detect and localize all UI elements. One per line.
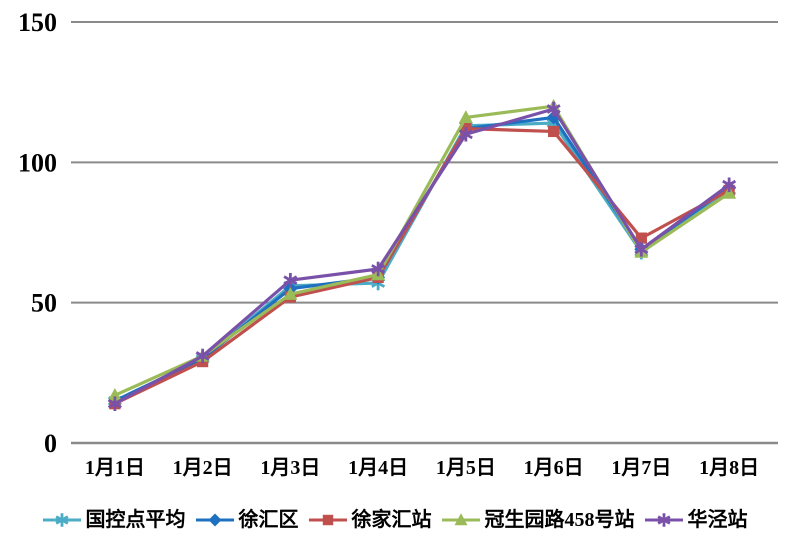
- y-tick-label: 100: [18, 148, 57, 177]
- data-point-square: [322, 514, 333, 526]
- data-point-asterisk: [546, 104, 561, 114]
- data-point-triangle: [107, 388, 122, 401]
- data-point-asterisk: [283, 275, 298, 286]
- x-tick-label: 1月2日: [173, 457, 233, 479]
- legend-label: 徐汇区: [238, 509, 299, 531]
- legend-item-4: 华泾站: [644, 510, 748, 530]
- x-tick-label: 1月3日: [260, 457, 320, 479]
- legend-marker-asterisk-icon: [644, 513, 683, 527]
- data-point-square: [548, 125, 560, 138]
- legend-label: 国控点平均: [85, 509, 186, 531]
- y-tick-label: 50: [31, 289, 57, 318]
- legend-label: 徐家汇站: [351, 509, 432, 531]
- series-line-4: [113, 107, 731, 406]
- x-tick-label: 1月8日: [699, 457, 759, 479]
- data-point-asterisk: [458, 129, 473, 140]
- x-tick-label: 1月1日: [85, 457, 145, 479]
- legend-item-2: 徐家汇站: [308, 510, 432, 530]
- legend-item-3: 冠生园路458号站: [441, 510, 635, 530]
- data-point-asterisk: [371, 264, 386, 274]
- data-point-square: [635, 232, 647, 244]
- series-4: [107, 101, 737, 411]
- plot-area: 0 50 100 150 1月1日 1月2日 1月3日 1月4日 1月5日 1月6日 1月7日 1月8…: [18, 8, 778, 479]
- data-point-asterisk: [195, 351, 210, 361]
- x-tick-label: 1月7日: [611, 457, 671, 479]
- series-2: [109, 123, 735, 410]
- data-point-triangle: [458, 110, 473, 124]
- data-point-triangle: [722, 185, 737, 199]
- data-point-asterisk: [656, 515, 671, 525]
- y-tick-label: 150: [18, 8, 57, 37]
- data-point-diamond: [208, 513, 221, 527]
- legend-label: 冠生园路458号站: [484, 509, 635, 531]
- data-point-triangle: [283, 286, 298, 300]
- legend-item-0: 国控点平均: [42, 510, 186, 530]
- legend-marker-square-icon: [308, 514, 347, 526]
- data-point-triangle: [454, 513, 467, 526]
- data-point-asterisk: [722, 179, 737, 190]
- data-point-asterisk: [107, 398, 122, 409]
- legend-marker-triangle-icon: [441, 513, 480, 526]
- data-point-asterisk: [634, 244, 649, 255]
- legend-item-1: 徐汇区: [195, 510, 299, 530]
- x-tick-label: 1月6日: [524, 457, 584, 479]
- legend-marker-asterisk-icon: [42, 513, 81, 527]
- x-tick-label: 1月5日: [436, 457, 496, 479]
- data-point-asterisk: [54, 515, 69, 525]
- y-tick-label: 0: [44, 429, 57, 458]
- chart-legend: 国控点平均 徐汇区 徐家汇站 冠生园路458号站 华泾站: [0, 499, 789, 541]
- legend-marker-diamond-icon: [195, 513, 234, 527]
- legend-label: 华泾站: [687, 509, 748, 531]
- x-tick-label: 1月4日: [348, 457, 408, 479]
